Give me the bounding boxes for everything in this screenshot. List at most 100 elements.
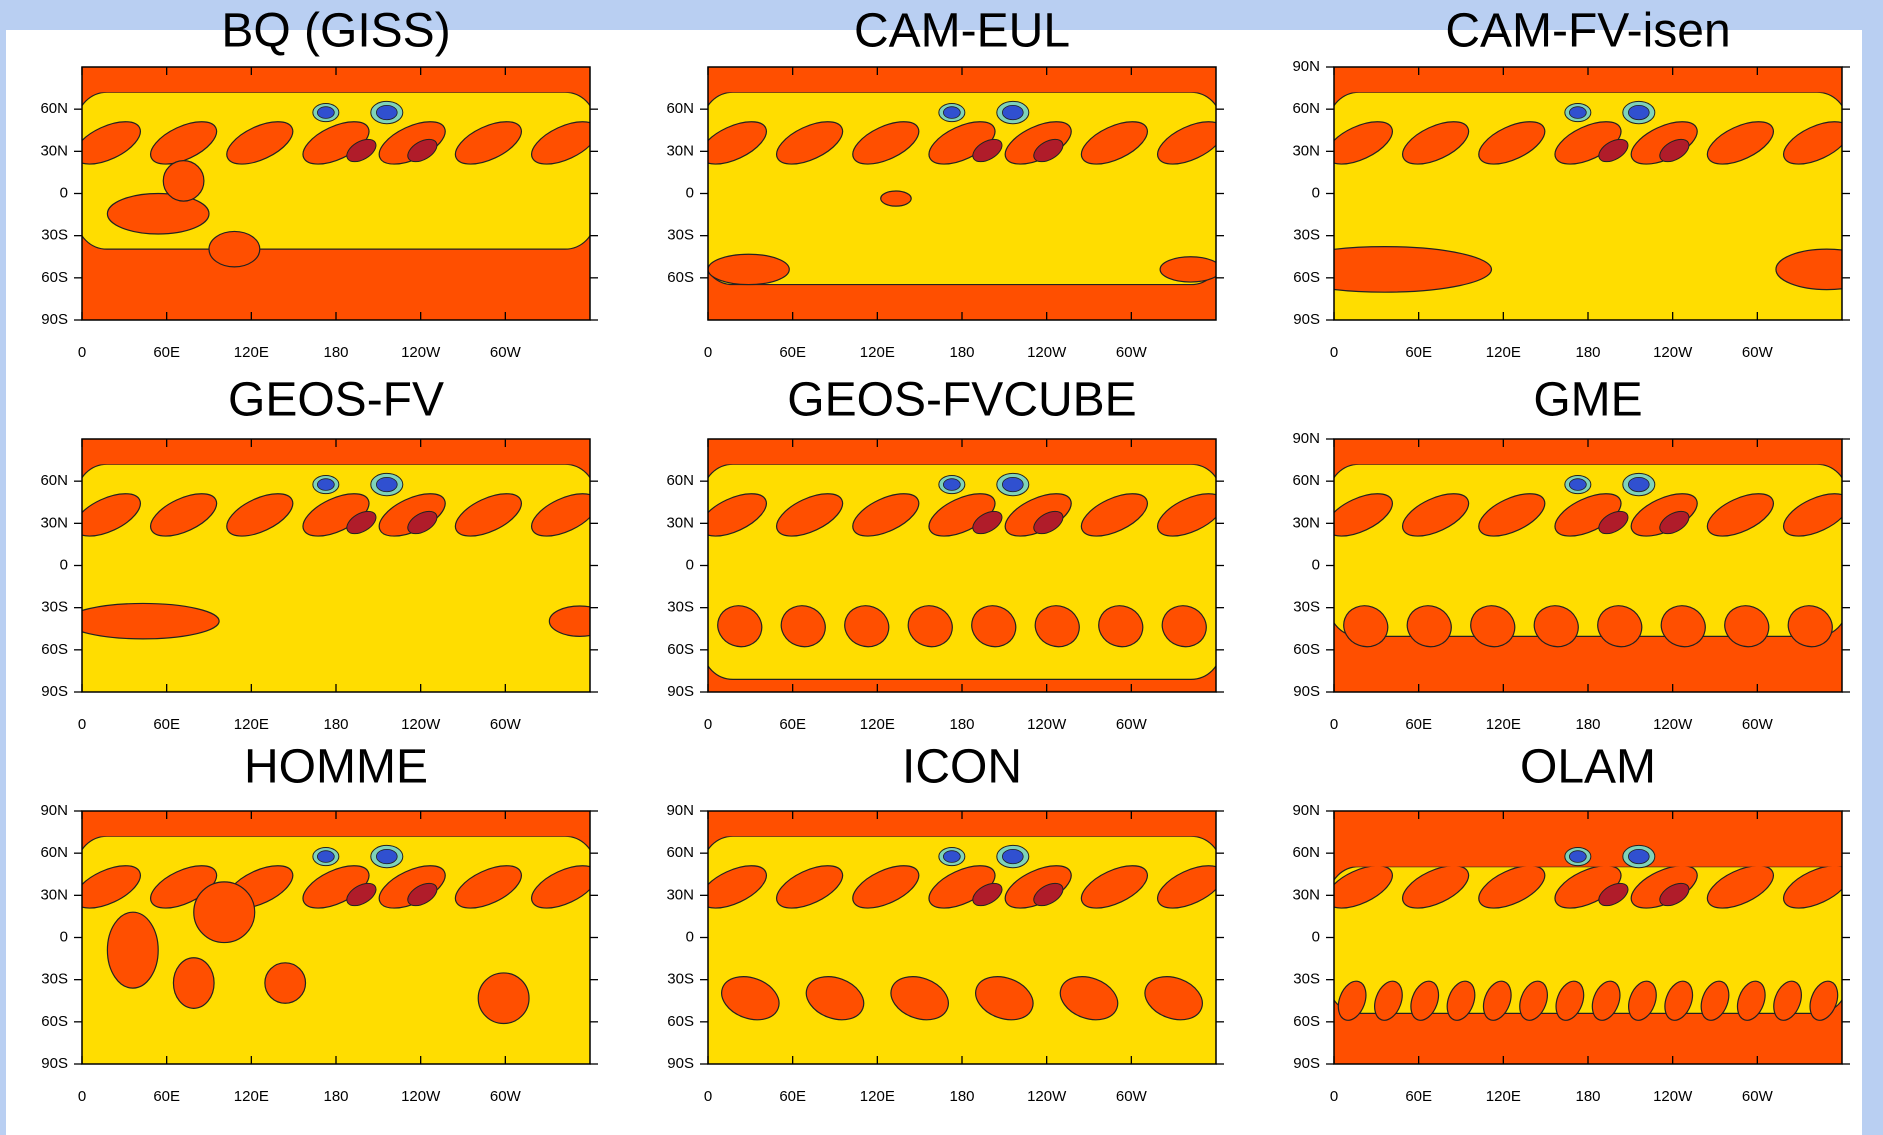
y-tick-label: 0 [60, 556, 68, 573]
contour-field [1320, 806, 1856, 1064]
x-tick-label: 60W [1742, 344, 1774, 361]
vortex-center [1628, 105, 1649, 119]
x-tick-label: 120E [1486, 344, 1521, 361]
contour-field [68, 806, 604, 1077]
y-tick-label: 0 [60, 184, 68, 201]
chart-title: GEOS-FVCUBE [787, 374, 1136, 427]
x-tick-label: 120E [860, 1088, 895, 1105]
x-tick-label: 60E [779, 1088, 806, 1105]
x-tick-label: 120E [234, 344, 269, 361]
x-tick-label: 120W [1653, 344, 1693, 361]
x-tick-label: 120W [401, 1088, 441, 1105]
yellow-region [703, 92, 1221, 284]
x-tick-label: 0 [78, 1088, 86, 1105]
y-tick-label: 30N [40, 886, 68, 903]
y-tick-label: 60S [1293, 641, 1320, 658]
x-tick-label: 60E [1405, 344, 1432, 361]
page: 0 60E 120E 180 120W 60W 60N 30N 0 30S 60S 90S BQ (GI… [0, 0, 1883, 1135]
vortex-center [943, 107, 960, 119]
y-tick-label: 0 [686, 184, 694, 201]
chart-title: GME [1533, 374, 1642, 427]
x-tick-label: 120W [1653, 1088, 1693, 1105]
y-tick-label: 30S [1293, 227, 1320, 244]
vortex-center [1628, 849, 1649, 863]
y-tick-label: 60S [667, 1013, 694, 1030]
x-tick-label: 120W [401, 344, 441, 361]
y-tick-label: 0 [686, 556, 694, 573]
y-tick-label: 30S [1293, 599, 1320, 616]
y-tick-label: 90S [1293, 311, 1320, 328]
y-tick-label: 90S [41, 683, 68, 700]
contour-field [1278, 62, 1877, 333]
y-tick-label: 30N [1292, 514, 1320, 531]
vortex-center [317, 107, 334, 119]
y-tick-label: 60N [1292, 472, 1320, 489]
y-tick-label: 60N [1292, 100, 1320, 117]
x-tick-label: 180 [1575, 716, 1600, 733]
chart-title: CAM-FV-isen [1445, 5, 1730, 58]
chart-title: BQ (GISS) [221, 5, 450, 58]
x-tick-label: 120E [860, 344, 895, 361]
y-tick-label: 60S [41, 641, 68, 658]
x-tick-label: 120E [860, 716, 895, 733]
x-tick-label: 60E [1405, 1088, 1432, 1105]
y-tick-label: 30N [1292, 886, 1320, 903]
x-tick-label: 120W [401, 716, 441, 733]
y-tick-label: 90S [1293, 1055, 1320, 1072]
x-tick-label: 60E [1405, 716, 1432, 733]
south-blob [881, 191, 911, 206]
x-tick-label: 120E [234, 1088, 269, 1105]
x-tick-label: 60W [1742, 1088, 1774, 1105]
vortex-center [317, 851, 334, 863]
figure: 0 60E 120E 180 120W 60W 60N 30N 0 30S 60S 90S BQ (GI… [0, 0, 1883, 1135]
y-tick-label: 60S [1293, 269, 1320, 286]
x-tick-label: 0 [704, 344, 712, 361]
y-tick-label: 90S [41, 311, 68, 328]
y-tick-label: 60N [666, 472, 694, 489]
y-tick-label: 30S [667, 971, 694, 988]
x-tick-label: 60W [1116, 716, 1148, 733]
y-tick-label: 30N [666, 514, 694, 531]
y-tick-label: 60N [40, 472, 68, 489]
vortex-center [317, 479, 334, 491]
y-tick-label: 60S [41, 1013, 68, 1030]
south-blob [194, 882, 255, 943]
vortex-center [943, 851, 960, 863]
y-tick-label: 90N [40, 802, 68, 819]
y-tick-label: 30N [40, 514, 68, 531]
x-tick-label: 180 [323, 716, 348, 733]
vortex-center [1628, 477, 1649, 491]
chart-title: ICON [902, 741, 1022, 794]
vortex-center [376, 849, 397, 863]
contour-field [694, 806, 1230, 1077]
contour-field [68, 62, 604, 320]
x-tick-label: 60E [153, 1088, 180, 1105]
x-tick-label: 60E [153, 716, 180, 733]
south-blob [265, 963, 306, 1003]
x-tick-label: 60W [1742, 716, 1774, 733]
x-tick-label: 0 [704, 716, 712, 733]
x-tick-label: 120W [1027, 1088, 1067, 1105]
y-tick-label: 30N [666, 142, 694, 159]
south-blob [708, 254, 789, 284]
south-blob [107, 194, 209, 234]
y-tick-label: 90N [1292, 430, 1320, 447]
y-tick-label: 0 [1312, 928, 1320, 945]
vortex-center [1002, 849, 1023, 863]
x-tick-label: 0 [1330, 716, 1338, 733]
x-tick-label: 0 [78, 344, 86, 361]
x-tick-label: 60W [1116, 1088, 1148, 1105]
y-tick-label: 30S [1293, 971, 1320, 988]
x-tick-label: 180 [949, 716, 974, 733]
y-tick-label: 90N [666, 802, 694, 819]
chart-title: OLAM [1520, 741, 1656, 794]
x-tick-label: 0 [1330, 344, 1338, 361]
x-tick-label: 180 [949, 344, 974, 361]
x-tick-label: 0 [78, 716, 86, 733]
y-tick-label: 30N [666, 886, 694, 903]
south-blob [107, 912, 158, 988]
x-tick-label: 180 [1575, 344, 1600, 361]
y-tick-label: 0 [1312, 556, 1320, 573]
y-tick-label: 30S [41, 599, 68, 616]
vortex-center [1002, 477, 1023, 491]
